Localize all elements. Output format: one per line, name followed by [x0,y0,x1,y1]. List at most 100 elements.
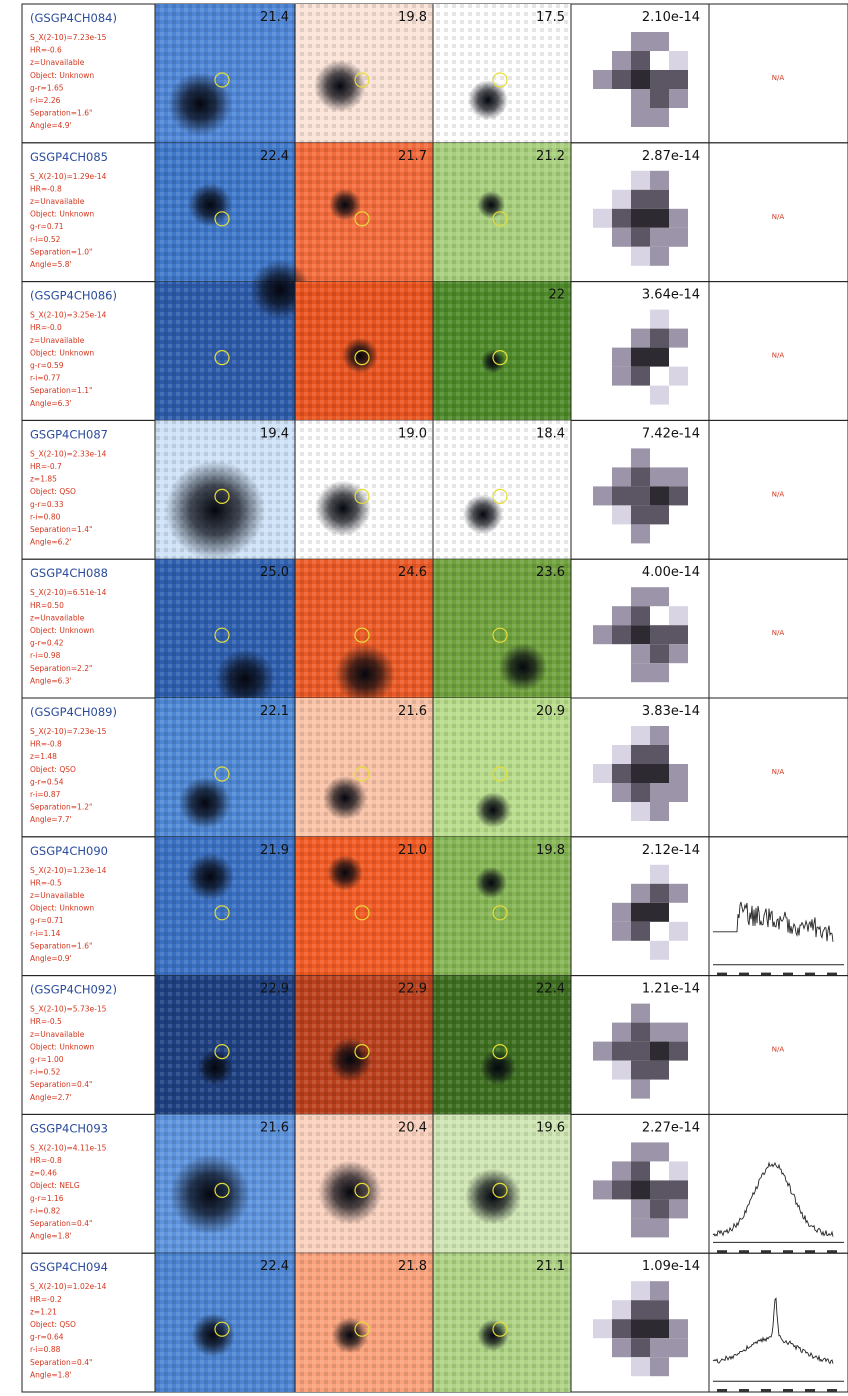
position-ring [354,905,370,921]
source-blob [186,852,234,901]
xray-pixel [650,467,669,487]
position-ring [492,1182,508,1199]
xray-pixel [650,70,669,89]
spectrum-tick [805,1389,815,1392]
xray-pixel [631,902,650,922]
xray-pixel [669,467,688,487]
object-info: r-i=0.82 [30,1206,61,1215]
object-info: z=1.48 [30,752,57,761]
xray-pixel [669,486,688,506]
source-blob [475,792,511,828]
object-info: S_X(2-10)=1.02e-14 [30,1282,107,1291]
xray-pixel [650,644,669,664]
xray-pixel [612,505,631,525]
object-info: S_X(2-10)=2.33e-14 [30,449,107,458]
xray-pixel [669,51,688,70]
object-info: g-r=1.16 [30,1194,64,1203]
xray-pixel [593,70,612,89]
object-info: HR=-0.5 [30,878,62,887]
object-info: HR=-0.0 [30,323,62,332]
position-ring [492,627,508,643]
spectrum-na: N/A [772,352,785,360]
xray-pixel [631,1319,650,1339]
spectrum-tick [827,1389,837,1392]
object-info: HR=-0.2 [30,1295,62,1304]
xray-pixel [593,1180,612,1200]
position-ring [354,627,370,643]
object-info: r-i=0.88 [30,1345,61,1354]
xray-pixel [612,467,631,487]
xray-pixel [650,587,669,607]
xray-pixel [631,1022,650,1042]
spectrum-tick [739,1250,749,1254]
magnitude: 18.4 [536,426,565,441]
xray-pixel [669,89,688,108]
object-info: Object: Unknown [30,71,94,80]
xray-pixel [631,208,650,228]
spectrum-tick [761,972,771,976]
source-blob [314,60,366,112]
object-info: r-i=2.26 [30,96,61,105]
xray-pixel [650,385,669,405]
xray-pixel [631,32,650,51]
object-id: (GSGP4CH089) [30,705,117,719]
magnitude: 20.4 [398,1120,427,1135]
xray-pixel [669,1338,688,1358]
xray-pixel [612,606,631,626]
xray-pixel [631,1142,650,1162]
magnitude: 22.9 [260,982,289,997]
xray-pixel [650,883,669,903]
magnitude: 19.8 [536,843,565,858]
xray-pixel [650,802,669,821]
xray-pixel [631,347,650,367]
object-info: HR=-0.8 [30,740,62,749]
xray-pixel [612,1338,631,1358]
position-ring [354,488,370,504]
spectrum-na: N/A [772,1046,785,1054]
xray-pixel [612,347,631,367]
xray-pixel [593,208,612,228]
xray-pixel [612,921,631,941]
magnitude: 21.6 [398,704,427,719]
xray-pixel [669,883,688,903]
position-ring [354,1043,370,1060]
magnitude: 19.6 [536,1120,565,1135]
object-info: g-r=1.65 [30,83,64,92]
position-ring [214,72,230,88]
spectrum-na: N/A [772,629,785,637]
xray-flux: 2.10e-14 [642,10,700,25]
object-info: Separation=1.1" [30,386,92,395]
xray-pixel [612,1180,631,1200]
xray-pixel [669,328,688,348]
xray-pixel [631,883,650,903]
xray-pixel [631,227,650,247]
object-info: z=Unavailable [30,891,85,900]
spectrum-na: N/A [772,213,785,221]
spectrum-tick [717,1250,727,1254]
source-blob [328,1037,372,1082]
position-ring [214,1043,230,1060]
xray-pixel [650,505,669,525]
xray-pixel [631,108,650,127]
magnitude: 22.4 [260,149,289,164]
magnitude: 23.6 [536,565,565,580]
object-info: g-r=0.54 [30,777,64,786]
xray-pixel [650,1180,669,1200]
source-blob [327,854,363,891]
source-blob [191,1313,235,1358]
source-blob [477,1319,509,1352]
xray-pixel [669,70,688,89]
magnitude: 22.1 [260,704,289,719]
object-info: z=Unavailable [30,336,85,345]
xray-pixel [631,726,650,745]
source-blob [480,1049,516,1086]
xray-pixel [631,1281,650,1301]
source-blob [465,1168,521,1225]
spectrum-na: N/A [772,74,785,82]
object-info: Separation=0.4" [30,1080,92,1089]
object-info: Angle=6.3' [30,676,72,685]
magnitude: 21.7 [398,149,427,164]
object-id: GSGP4CH094 [30,1260,108,1274]
object-info: HR=-0.6 [30,46,62,55]
